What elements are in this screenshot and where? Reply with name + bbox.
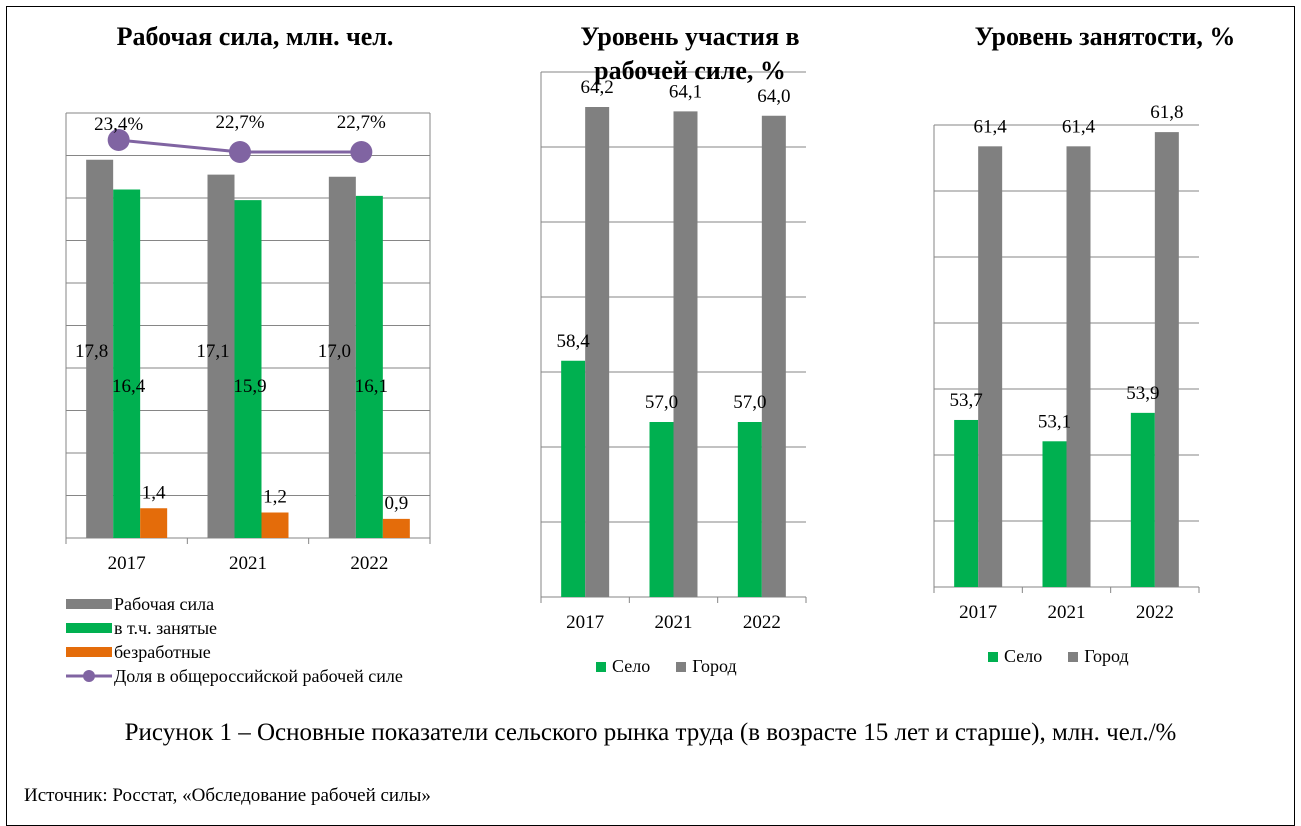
x-tick-label: 2017	[959, 602, 997, 623]
x-tick-label: 2021	[229, 553, 267, 574]
x-tick-label: 2022	[743, 612, 781, 633]
data-label: 61,4	[974, 116, 1008, 137]
x-tick-label: 2022	[1136, 602, 1174, 623]
legend-item: в т.ч. занятые	[66, 616, 403, 640]
x-tick-label: 2021	[655, 612, 693, 633]
x-tick-label: 2022	[350, 553, 388, 574]
legend-line-marker	[66, 670, 112, 682]
chart3-legend: Село Город	[988, 646, 1155, 667]
bar-green	[649, 422, 674, 597]
line-data-label: 22,7%	[215, 112, 264, 133]
bar-gray	[86, 159, 114, 538]
legend-label: Рабочая сила	[114, 593, 215, 614]
chart3-title: Уровень занятости, %	[974, 22, 1236, 51]
legend-swatch-orange	[66, 647, 112, 657]
legend-label: Город	[692, 656, 737, 676]
data-label: 64,2	[581, 77, 614, 98]
data-label: 64,0	[757, 86, 790, 107]
legend-item: безработные	[66, 640, 403, 664]
legend-swatch-gray	[66, 599, 112, 609]
legend-item: Рабочая сила	[66, 592, 403, 616]
data-label: 0,9	[384, 493, 408, 514]
bar-gray	[1154, 132, 1179, 587]
data-label: 16,1	[355, 376, 388, 397]
bar-gray	[673, 111, 698, 597]
bar-gray	[207, 174, 235, 538]
data-label: 17,8	[75, 341, 108, 362]
line-point	[350, 141, 373, 163]
x-tick-label: 2021	[1048, 602, 1086, 623]
line-point	[229, 141, 251, 163]
data-label: 1,4	[142, 482, 166, 503]
bar-gray	[761, 115, 786, 597]
data-label: 53,9	[1126, 383, 1159, 404]
bar-green	[954, 419, 979, 587]
bar-gray	[585, 107, 610, 597]
data-label: 53,1	[1038, 411, 1071, 432]
bar-green	[1130, 412, 1155, 587]
x-tick-label: 2017	[108, 553, 146, 574]
legend-swatch-green	[988, 651, 998, 662]
chart2-legend: Село Город	[596, 656, 763, 677]
data-label: 58,4	[557, 331, 591, 352]
legend-swatch-gray	[1068, 651, 1079, 662]
legend-label: Город	[1084, 646, 1129, 666]
legend-label: Доля в общероссийской рабочей силе	[114, 665, 403, 686]
data-label: 61,8	[1150, 102, 1183, 123]
data-label: 61,4	[1062, 116, 1096, 137]
chart1-title: Рабочая сила, млн. чел.	[116, 22, 394, 51]
bar-gray	[978, 146, 1003, 588]
legend-item: Доля в общероссийской рабочей силе	[66, 664, 403, 688]
data-label: 16,4	[112, 376, 146, 397]
data-label: 17,0	[318, 341, 351, 362]
line-data-label: 23,4%	[94, 114, 143, 135]
legend-swatch-green	[596, 661, 606, 672]
chart2-title: Уровень участия в рабочей силе, %	[580, 22, 800, 85]
bar-orange	[261, 512, 289, 538]
data-label: 53,7	[950, 390, 983, 411]
source-note: Источник: Росстат, «Обследование рабочей…	[24, 785, 431, 806]
bar-green	[1042, 441, 1067, 587]
chart1-legend: Рабочая сила в т.ч. занятые безработные …	[66, 592, 403, 688]
data-label: 64,1	[669, 81, 702, 102]
bar-green	[737, 422, 762, 597]
data-label: 1,2	[263, 487, 287, 508]
bar-green	[355, 195, 383, 538]
legend-label: в т.ч. занятые	[114, 617, 218, 638]
figure-caption: Рисунок 1 – Основные показатели сельског…	[124, 719, 1177, 746]
bar-orange	[382, 518, 410, 538]
bar-orange	[140, 508, 168, 538]
bar-green	[113, 189, 141, 538]
line-data-label: 22,7%	[337, 112, 386, 133]
bar-gray	[1066, 146, 1091, 588]
legend-swatch-green	[66, 623, 112, 633]
line-point	[107, 129, 130, 151]
legend-label: безработные	[114, 641, 211, 662]
data-label: 57,0	[733, 392, 766, 413]
data-label: 15,9	[233, 376, 266, 397]
data-label: 57,0	[645, 392, 678, 413]
legend-label: Село	[1004, 646, 1043, 666]
bar-gray	[328, 176, 356, 538]
x-tick-label: 2017	[566, 612, 604, 633]
legend-label: Село	[612, 656, 651, 676]
bar-green	[234, 200, 262, 538]
bar-green	[561, 360, 586, 597]
data-label: 17,1	[196, 341, 229, 362]
legend-swatch-gray	[676, 661, 687, 672]
